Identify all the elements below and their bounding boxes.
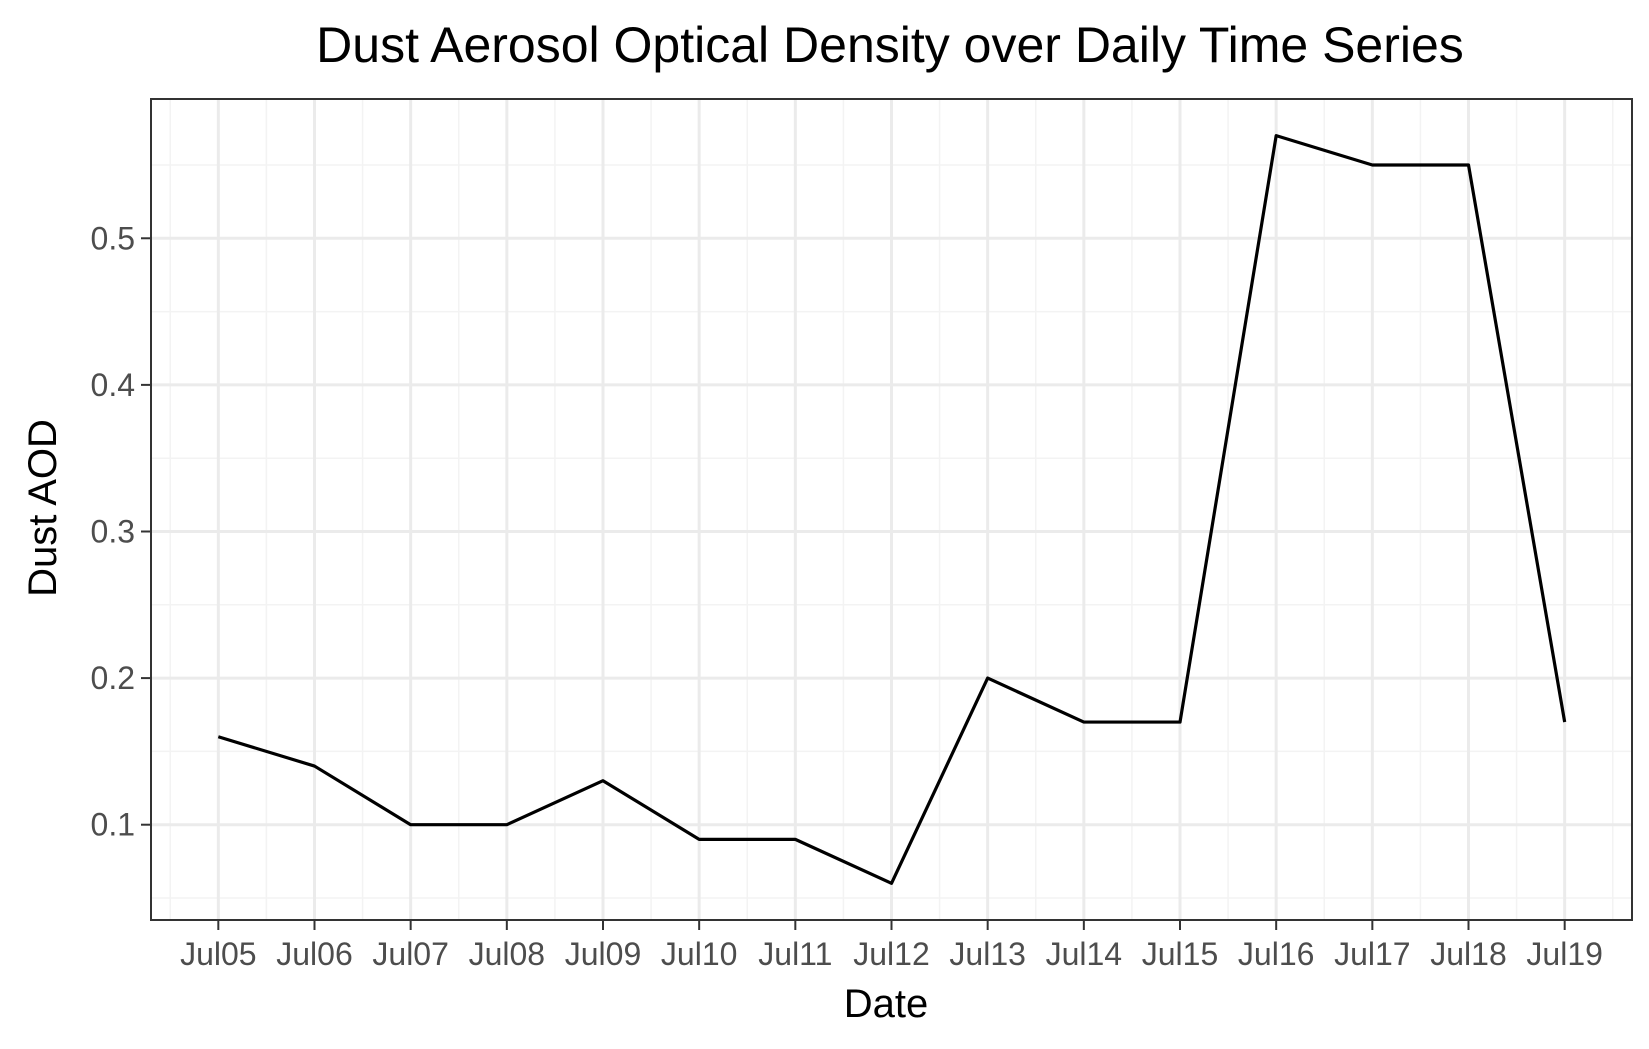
x-tick-label: Jul09	[565, 936, 642, 972]
x-tick-label: Jul08	[469, 936, 546, 972]
x-tick-label: Jul15	[1142, 936, 1219, 972]
x-tick-label: Jul17	[1334, 936, 1411, 972]
x-tick-label: Jul10	[661, 936, 738, 972]
x-tick-label: Jul11	[758, 936, 832, 972]
x-tick-label: Jul06	[276, 936, 353, 972]
y-axis-title: Dust AOD	[21, 419, 65, 597]
chart-title: Dust Aerosol Optical Density over Daily …	[316, 17, 1464, 73]
x-tick-label: Jul07	[372, 936, 449, 972]
y-tick-label: 0.1	[91, 807, 135, 843]
grid-layer	[151, 99, 1632, 920]
series-layer	[217, 134, 1567, 885]
x-tick-label: Jul13	[949, 936, 1026, 972]
x-tick-label: Jul12	[853, 936, 930, 972]
x-axis-title: Date	[844, 982, 929, 1026]
ticks-layer: Jul05 Jul06 Jul07 Jul08 Jul09 Jul10 Jul11 Jul12…	[91, 220, 1603, 972]
y-tick-label: 0.3	[91, 513, 135, 549]
x-tick-label: Jul19	[1526, 936, 1603, 972]
y-tick-label: 0.4	[91, 367, 135, 403]
x-tick-label: Jul16	[1238, 936, 1315, 972]
x-tick-label: Jul14	[1046, 936, 1123, 972]
y-tick-label: 0.2	[91, 660, 135, 696]
x-tick-label: Jul18	[1430, 936, 1507, 972]
y-tick-label: 0.5	[91, 220, 135, 256]
x-tick-label: Jul05	[180, 936, 257, 972]
